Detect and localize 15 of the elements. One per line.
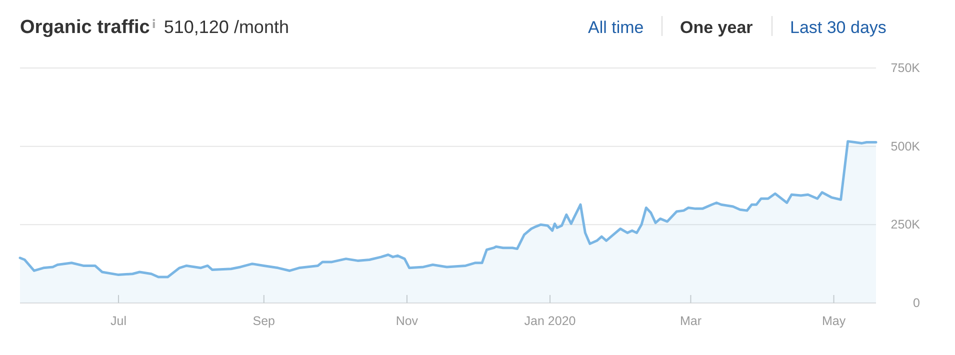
x-tick-label: Mar	[680, 314, 702, 328]
text: All time	[588, 18, 644, 37]
text: One year	[680, 18, 754, 37]
y-tick-label: 750K	[890, 61, 921, 75]
x-tick-label: Jul	[110, 314, 126, 328]
y-tick-label: 250K	[890, 218, 921, 232]
y-tick-label: 0	[913, 296, 920, 310]
x-tick-label: Jan 2020	[524, 314, 576, 328]
x-tick-label: May	[822, 314, 846, 328]
chart-subtitle: 510,120 /month	[164, 17, 289, 37]
x-tick-label: Sep	[252, 314, 276, 328]
chart-title: Organic traffic	[20, 17, 150, 38]
y-tick-label: 500K	[890, 139, 921, 154]
text: Last 30 days	[790, 18, 886, 37]
x-tick-label: Nov	[396, 314, 419, 328]
